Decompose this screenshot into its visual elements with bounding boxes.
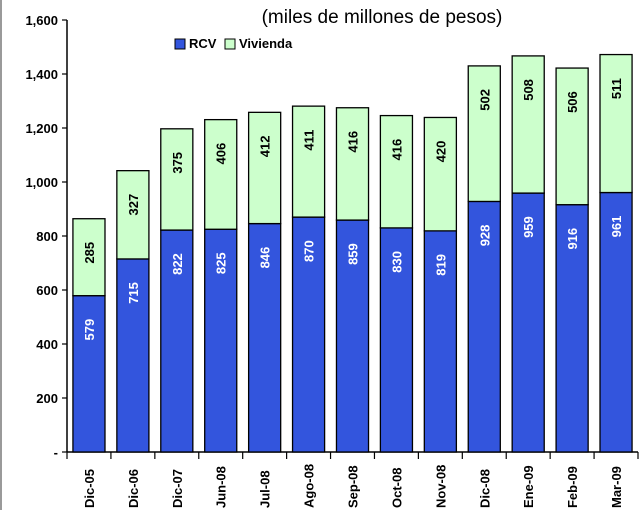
x-tick-label: Dic-06: [126, 469, 141, 508]
legend-label-rcv: RCV: [189, 36, 217, 51]
bar-vivienda-nov-08: [423, 116, 458, 232]
legend-swatch-rcv: [174, 38, 186, 50]
data-label: 406: [214, 143, 229, 165]
data-label: 822: [170, 253, 185, 275]
bar-rcv-dic-07: [160, 229, 194, 453]
data-label: 819: [433, 254, 448, 276]
bar-vivienda-ago-08: [291, 105, 326, 218]
y-tick-label: 400: [36, 337, 58, 352]
data-label: 579: [82, 319, 97, 341]
data-label: 846: [258, 247, 273, 269]
data-label: 715: [126, 282, 141, 304]
bars: 579 285 715 327 822 375 825 406 846 412 870 411 859 4…: [72, 53, 633, 453]
data-label: 870: [302, 240, 317, 262]
y-tick-label: 600: [36, 283, 58, 298]
data-label: 830: [389, 251, 404, 273]
axes: - 200 400 600 800 1,000 1,200 1,400 1,600 Dic-05 D…: [25, 13, 639, 508]
bar-rcv-feb-09: [555, 204, 589, 453]
bar-vivienda-sep-08: [335, 107, 370, 221]
y-tick-label: -: [54, 445, 58, 460]
x-tick-label: Jun-08: [214, 466, 229, 508]
bar-vivienda-ene-09: [511, 55, 545, 194]
x-tick-label: Mar-09: [609, 466, 624, 508]
bar-rcv-jun-08: [204, 228, 238, 453]
bar-vivienda-dic-08: [467, 65, 501, 203]
x-tick-label: Jul-08: [258, 470, 273, 508]
bar-rcv-ago-08: [291, 216, 326, 453]
y-tick-label: 1,600: [25, 13, 58, 28]
x-tick-label: Nov-08: [433, 465, 448, 508]
bar-vivienda-jun-08: [204, 118, 238, 230]
bar-vivienda-mar-09: [599, 53, 633, 194]
x-tick-label: Oct-08: [389, 468, 404, 508]
bar-vivienda-dic-06: [116, 170, 150, 260]
bar-rcv-mar-09: [599, 191, 633, 453]
data-label: 928: [477, 225, 492, 247]
data-label: 420: [433, 141, 448, 163]
bar-vivienda-oct-08: [379, 114, 414, 229]
bar-rcv-dic-06: [116, 258, 150, 453]
data-label: 959: [521, 216, 536, 238]
legend: RCV Vivienda: [174, 36, 293, 51]
data-label: 916: [565, 228, 580, 250]
y-tick-label: 1,200: [25, 121, 58, 136]
x-tick-label: Dic-05: [82, 469, 97, 508]
data-label: 327: [126, 194, 141, 216]
bar-vivienda-feb-09: [555, 67, 589, 206]
chart-title: (miles de millones de pesos): [262, 7, 503, 28]
data-label: 416: [346, 131, 361, 153]
bar-rcv-ene-09: [511, 192, 545, 453]
data-label: 508: [521, 79, 536, 101]
data-label: 511: [609, 78, 624, 99]
x-tick-label: Ene-09: [521, 465, 536, 508]
data-label: 411: [302, 130, 317, 151]
bar-vivienda-jul-08: [247, 111, 282, 225]
x-tick-label: Ago-08: [302, 464, 317, 508]
data-label: 502: [477, 89, 492, 111]
y-tick-label: 1,400: [25, 67, 58, 82]
legend-label-vivienda: Vivienda: [239, 36, 293, 51]
y-tick-label: 200: [36, 391, 58, 406]
bar-rcv-sep-08: [335, 219, 370, 453]
data-label: 375: [170, 152, 185, 174]
y-tick-label: 800: [36, 229, 58, 244]
legend-swatch-vivienda: [224, 38, 236, 50]
data-label: 961: [609, 216, 624, 238]
data-label: 506: [565, 91, 580, 113]
data-label: 412: [258, 135, 273, 157]
frame-edge: [0, 0, 2, 510]
x-tick-label: Dic-08: [477, 469, 492, 508]
y-tick-label: 1,000: [25, 175, 58, 190]
bar-rcv-nov-08: [423, 230, 458, 453]
data-label: 416: [389, 139, 404, 161]
bar-vivienda-dic-05: [72, 218, 106, 297]
bar-vivienda-dic-07: [160, 128, 194, 231]
data-label: 859: [346, 243, 361, 265]
data-label: 825: [214, 252, 229, 274]
x-tick-label: Dic-07: [170, 469, 185, 508]
x-tick-label: Sep-08: [346, 465, 361, 508]
bar-rcv-jul-08: [247, 222, 282, 453]
x-tick-label: Feb-09: [565, 466, 580, 508]
data-label: 285: [82, 242, 97, 264]
